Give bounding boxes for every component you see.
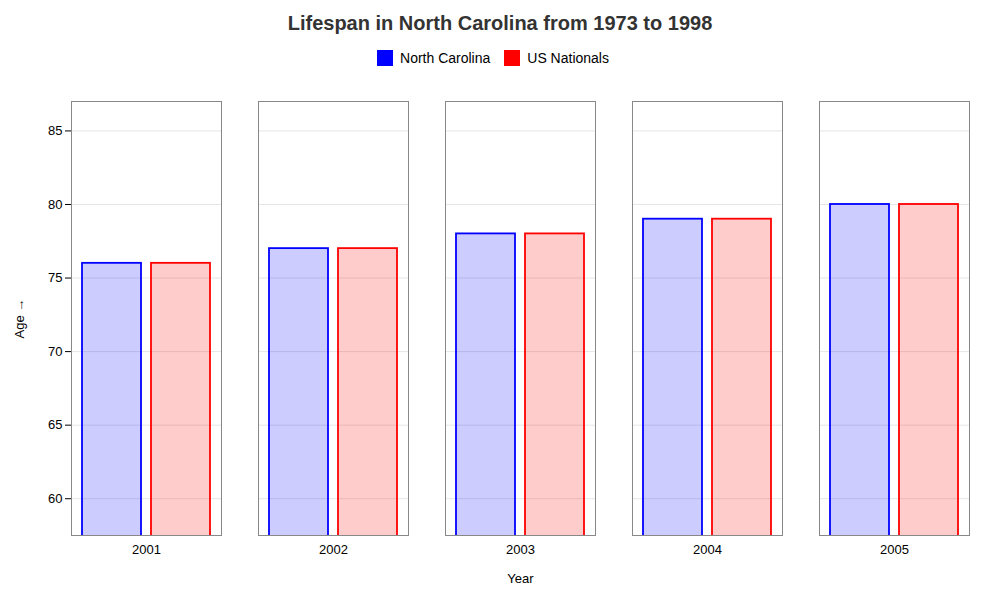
html-text:North Carolina: North Carolina <box>400 49 491 66</box>
svg-text:2001: 2001 <box>132 542 161 557</box>
svg-text:Age →: Age → <box>12 299 27 339</box>
svg-text:2005: 2005 <box>880 542 909 557</box>
svg-text:2004: 2004 <box>693 542 722 557</box>
svg-text:85: 85 <box>48 123 62 138</box>
svg-text:70: 70 <box>48 344 62 359</box>
svg-text:65: 65 <box>48 417 62 432</box>
html-text:US Nationals: US Nationals <box>527 49 609 66</box>
svg-text:75: 75 <box>48 270 62 285</box>
svg-text:Year: Year <box>507 571 534 586</box>
svg-text:2003: 2003 <box>506 542 535 557</box>
svg-text:80: 80 <box>48 197 62 212</box>
svg-text:2002: 2002 <box>319 542 348 557</box>
html-text:Lifespan in North Carolina fro: Lifespan in North Carolina from 1973 to … <box>287 12 713 34</box>
svg-text:60: 60 <box>48 491 62 506</box>
